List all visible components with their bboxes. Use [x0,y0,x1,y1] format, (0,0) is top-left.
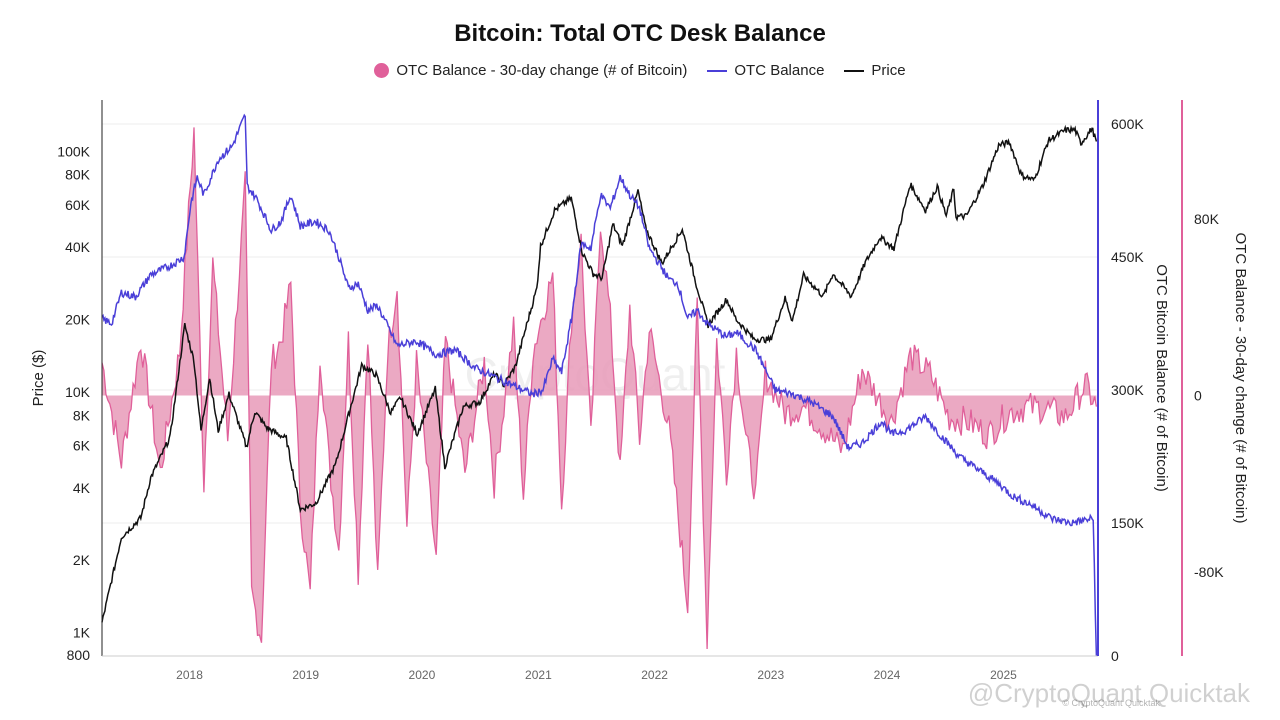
axes [101,100,1183,657]
price-tick-label: 100K [57,143,90,159]
price-tick-label: 80K [65,167,91,183]
change-line [101,127,1098,650]
change-tick-label: -80K [1194,564,1224,580]
balance-tick-label: 0 [1111,648,1119,664]
change-area-fill [102,127,1097,649]
change-tick-label: 0 [1194,388,1202,404]
balance-tick-label: 600K [1111,116,1144,132]
legend-item-change[interactable]: OTC Balance - 30-day change (# of Bitcoi… [374,62,687,79]
price-line [101,124,1098,623]
price-tick-label: 60K [65,197,91,213]
legend-item-balance[interactable]: OTC Balance [707,62,824,79]
x-tick-label: 2018 [176,668,203,682]
change-tick-label: 80K [1194,211,1220,227]
legend-label-change: OTC Balance - 30-day change (# of Bitcoi… [396,62,688,79]
x-tick-label: 2024 [874,668,901,682]
price-tick-label: 20K [65,312,91,328]
price-tick-label: 1K [73,625,91,641]
x-tick-label: 2022 [641,668,668,682]
price-axis-title: Price ($) [30,350,47,407]
legend-label-balance: OTC Balance [734,62,825,79]
tick-labels: 1K 2K 4K 6K 8K 10K 20K 40K 60K 80K 100K 800 0 150K 300… [30,116,1249,682]
x-tick-label: 2023 [757,668,784,682]
legend-item-price[interactable]: Price [844,62,906,79]
price-tick-label: 800 [67,647,91,663]
x-tick-label: 2021 [525,668,552,682]
price-tick-label: 6K [73,437,91,453]
x-tick-label: 2020 [409,668,436,682]
series-change-area [101,127,1098,650]
price-tick-label: 2K [73,552,91,568]
balance-tick-label: 150K [1111,515,1144,531]
price-tick-label: 10K [65,384,91,400]
watermark-corner: @CryptoQuant Quicktak [968,678,1251,708]
legend: OTC Balance - 30-day change (# of Bitcoi… [0,62,1280,79]
price-tick-label: 8K [73,407,91,423]
legend-swatch-balance [707,69,728,72]
series-balance-line [101,113,1098,657]
legend-swatch-change [374,63,390,78]
legend-label-price: Price [871,62,906,79]
legend-swatch-price [844,69,865,72]
watermark-corner-small: © CryptoQuant Quicktak [1062,698,1160,708]
x-tick-label: 2019 [292,668,319,682]
x-tick-label: 2025 [990,668,1017,682]
balance-line [101,113,1098,657]
balance-tick-label: 450K [1111,249,1144,265]
price-tick-label: 40K [65,239,91,255]
change-axis-title: OTC Balance - 30-day change (# of Bitcoi… [1232,233,1249,524]
balance-tick-label: 300K [1111,382,1144,398]
balance-axis-title: OTC Bitcoin Balance (# of Bitcoin) [1153,264,1170,492]
chart-title: Bitcoin: Total OTC Desk Balance [454,20,826,47]
price-tick-label: 4K [73,480,91,496]
series-price-line [101,124,1098,623]
